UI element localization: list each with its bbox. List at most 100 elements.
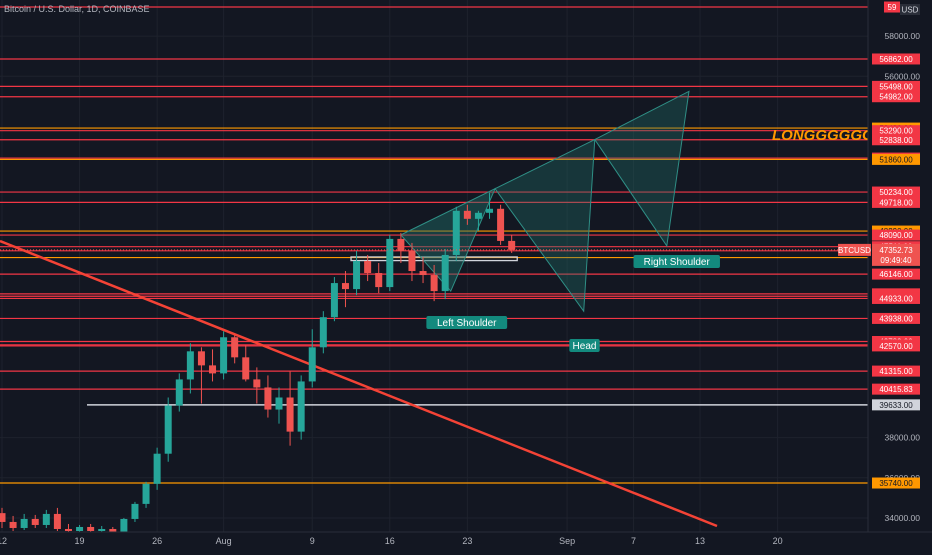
- time-axis: 12 19 26 Aug 9 16 23 Sep 7 13 20: [0, 531, 932, 550]
- candle-up: [220, 337, 228, 374]
- price-tick-label: 34000.00: [885, 513, 921, 523]
- candle-down: [375, 273, 383, 288]
- pattern-right-shoulder: [594, 90, 690, 248]
- candle-down: [508, 240, 516, 250]
- right-shoulder-label: Right Shoulder: [633, 255, 720, 268]
- left-shoulder-label: Left Shoulder: [426, 316, 508, 329]
- price-level-label: 39633.00: [879, 401, 913, 410]
- price-level-label: 48090.00: [879, 231, 913, 240]
- price-level-label-box: [872, 268, 920, 280]
- price-level-label-box: [884, 1, 900, 13]
- price-level-label: 46146.00: [879, 270, 913, 279]
- candle-up: [186, 351, 194, 380]
- pattern-head: [494, 138, 596, 313]
- price-level-label: 59: [888, 3, 897, 12]
- price-level-label: 44933.00: [879, 294, 913, 303]
- countdown-label: 09:49:40: [880, 256, 912, 265]
- pattern-left-shoulder: [400, 187, 497, 293]
- candle-up: [275, 397, 283, 410]
- left-shoulder-label-box: [426, 316, 508, 329]
- price-level-label: 35740.00: [879, 479, 913, 488]
- descending-trendline: [0, 239, 718, 528]
- candle-down: [87, 526, 95, 531]
- price-level-label: 42570.00: [879, 342, 913, 351]
- candle-down: [0, 513, 6, 522]
- head-and-shoulders-pattern: [400, 90, 690, 313]
- price-level-label: 51860.00: [879, 155, 913, 164]
- price-level-label: 41315.00: [879, 367, 913, 376]
- price-level-label-box: [872, 477, 920, 489]
- price-level-label-box: [872, 312, 920, 324]
- candle-up: [486, 208, 494, 213]
- time-tick-label: 23: [462, 536, 472, 546]
- candle-up: [76, 526, 84, 531]
- price-level-label: 54982.00: [879, 93, 913, 102]
- price-level-label: 43938.00: [879, 314, 913, 323]
- price-level-label-box: [872, 340, 920, 352]
- candle-down: [209, 365, 217, 374]
- right-shoulder-label-text: Right Shoulder: [644, 257, 711, 268]
- right-shoulder-label-box: [633, 255, 720, 268]
- price-level-label: 49718.00: [879, 198, 913, 207]
- candle-down: [231, 337, 239, 358]
- candles: [0, 192, 516, 537]
- current-price-box: [872, 243, 920, 266]
- candle-down: [197, 351, 205, 366]
- candle-down: [253, 379, 261, 388]
- price-level-label-box: [872, 91, 920, 103]
- candle-up: [308, 347, 316, 382]
- price-level-label-box: [872, 229, 920, 241]
- candle-down: [242, 357, 250, 380]
- time-axis-bg: [0, 532, 932, 550]
- candle-down: [419, 271, 427, 276]
- time-tick-label: 26: [152, 536, 162, 546]
- trendline: [0, 239, 718, 528]
- price-tick-label: 56000.00: [885, 71, 921, 81]
- candle-up: [330, 283, 338, 318]
- price-level-label-box: [872, 292, 920, 304]
- candle-down: [497, 208, 505, 241]
- price-level-label-box: [872, 153, 920, 165]
- candle-up: [98, 528, 106, 531]
- price-level-label-box: [872, 196, 920, 208]
- candle-up: [131, 503, 139, 519]
- price-level-label: 52838.00: [879, 136, 913, 145]
- time-tick-label: 9: [310, 536, 315, 546]
- candle-down: [109, 528, 117, 532]
- symbol-box: [838, 243, 871, 256]
- candle-up: [319, 317, 327, 348]
- candle-up: [164, 405, 172, 454]
- chart-title: Bitcoin / U.S. Dollar, 1D, COINBASE: [4, 4, 150, 14]
- candle-down: [430, 275, 438, 292]
- price-level-label-box: [872, 383, 920, 395]
- head-label: Head: [569, 339, 600, 352]
- current-price-label: 47352.73: [879, 246, 913, 255]
- candle-down: [397, 238, 405, 251]
- time-tick-label: 19: [75, 536, 85, 546]
- candle-up: [120, 518, 128, 532]
- price-level-label: 50234.00: [879, 188, 913, 197]
- price-level-label-box: [872, 365, 920, 377]
- candle-up: [175, 379, 183, 406]
- candle-down: [341, 283, 349, 290]
- neckline-box: [350, 256, 518, 262]
- price-level-label-box: [872, 125, 920, 137]
- long-annotation: LONGGGGGG: [772, 127, 874, 144]
- candle-up: [297, 381, 305, 432]
- price-level-label-box: [872, 80, 920, 92]
- price-level-label-box: [872, 53, 920, 65]
- price-level-label-box: [872, 134, 920, 146]
- price-level-label: 40415.83: [879, 385, 913, 394]
- price-tick-label: 38000.00: [885, 433, 921, 443]
- price-tick-label: 58000.00: [885, 31, 921, 41]
- candle-down: [64, 528, 72, 531]
- price-level-label-box: [872, 399, 920, 411]
- candle-up: [153, 453, 161, 484]
- candle-up: [474, 212, 482, 219]
- candle-down: [53, 513, 61, 529]
- candle-up: [452, 210, 460, 255]
